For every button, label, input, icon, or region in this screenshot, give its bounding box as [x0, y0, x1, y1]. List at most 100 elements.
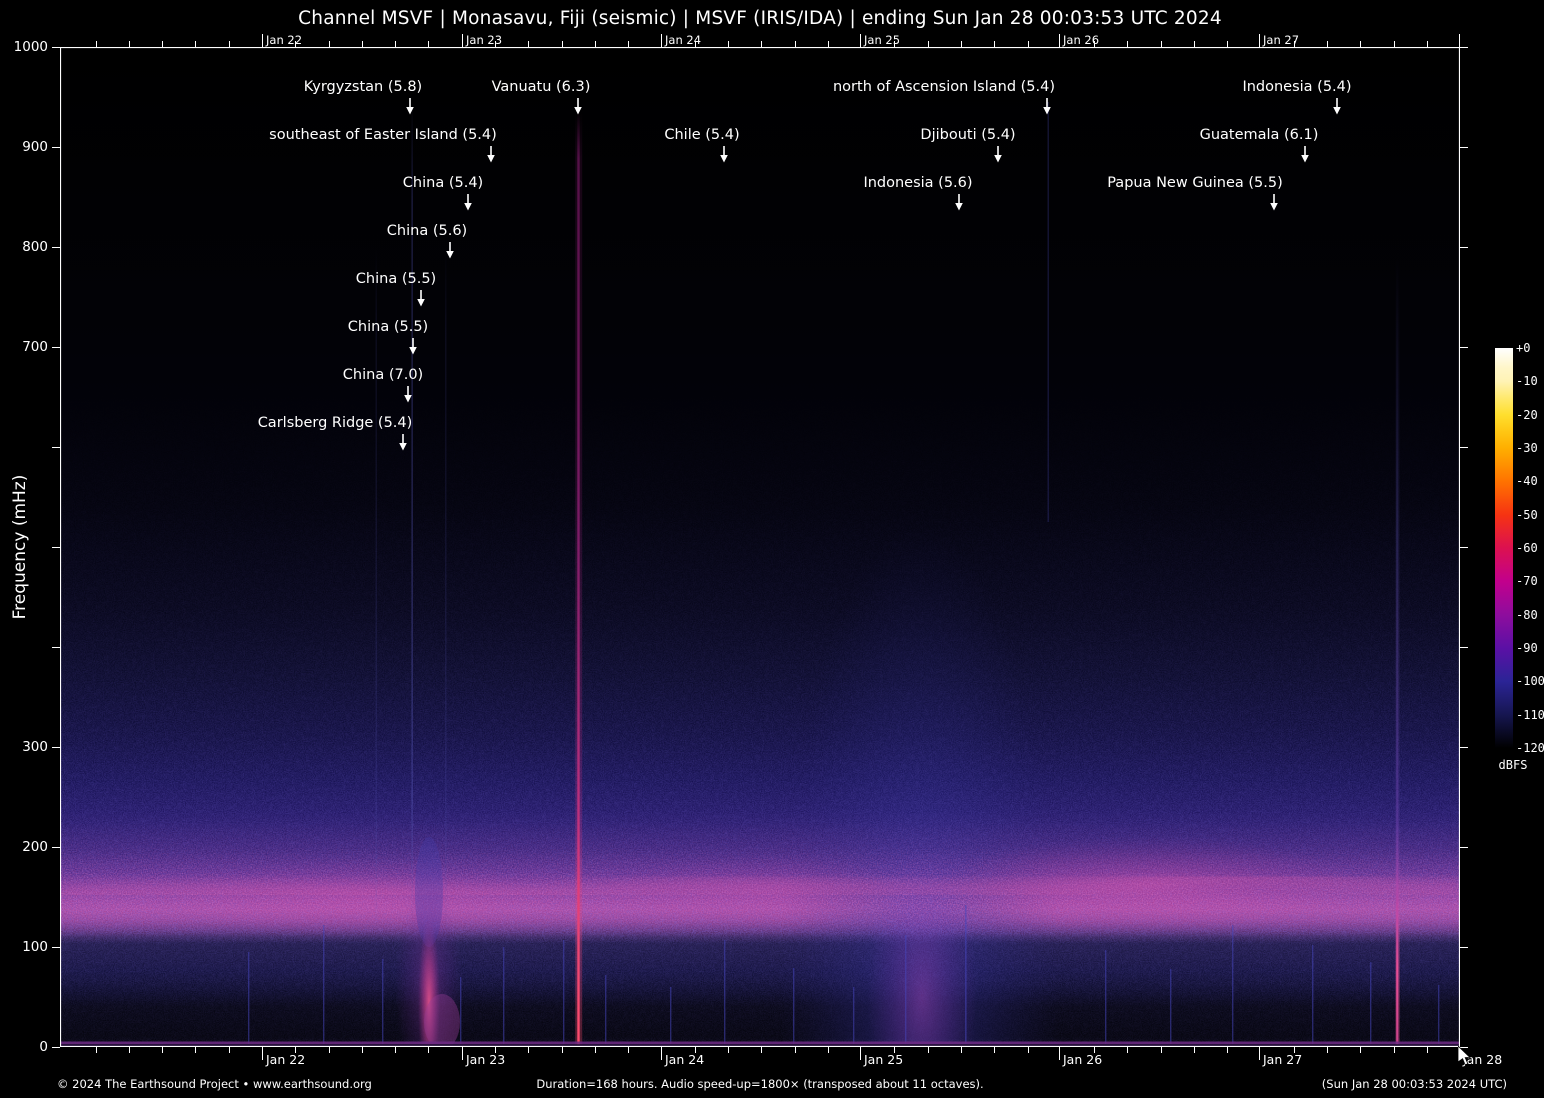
top-axis-minor-tick: [1327, 41, 1329, 47]
top-axis-date-label: Jan 27: [1263, 33, 1300, 47]
bottom-axis-minor-tick: [827, 1047, 829, 1053]
colorbar-tick-label: -80: [1516, 607, 1538, 622]
top-axis-minor-tick: [395, 41, 397, 47]
bottom-axis-minor-tick: [1360, 1047, 1362, 1053]
colorbar-tick-label: -60: [1516, 540, 1538, 555]
top-axis-minor-tick: [561, 41, 563, 47]
bottom-axis-minor-tick: [994, 1047, 996, 1053]
bottom-axis-date-label: Jan 25: [864, 1052, 904, 1067]
top-axis-major-tick: [661, 34, 662, 47]
bottom-axis-minor-tick: [95, 1047, 97, 1053]
bottom-axis-minor-tick: [1127, 1047, 1129, 1053]
y-axis-right-tick: [1460, 346, 1468, 348]
top-axis-minor-tick: [1227, 41, 1229, 47]
footer-timestamp: (Sun Jan 28 00:03:53 2024 UTC): [1321, 1077, 1507, 1091]
top-axis-minor-tick: [1027, 41, 1029, 47]
top-axis-minor-tick: [628, 41, 630, 47]
event-label: Guatemala (6.1): [1199, 127, 1319, 143]
bottom-axis-date-label: Jan 24: [665, 1052, 705, 1067]
y-axis-left-tick: [52, 1046, 60, 1048]
top-axis-minor-tick: [528, 41, 530, 47]
bottom-axis-minor-tick: [328, 1047, 330, 1053]
bottom-axis-major-tick: [1059, 1047, 1060, 1060]
event-label: north of Ascension Island (5.4): [832, 79, 1056, 95]
top-axis-major-tick: [1259, 34, 1260, 47]
event-label: Carlsberg Ridge (5.4): [257, 415, 413, 431]
bottom-axis-minor-tick: [494, 1047, 496, 1053]
event-arrow-icon: [1269, 194, 1279, 211]
colorbar-tick-label: -20: [1516, 407, 1538, 422]
bottom-axis-minor-tick: [927, 1047, 929, 1053]
bottom-axis-minor-tick: [195, 1047, 197, 1053]
top-axis-minor-tick: [1160, 41, 1162, 47]
top-axis-minor-tick: [162, 41, 164, 47]
top-axis-minor-tick: [1360, 41, 1362, 47]
bottom-axis-minor-tick: [428, 1047, 430, 1053]
bottom-axis-minor-tick: [1327, 1047, 1329, 1053]
top-axis-date-label: Jan 22: [266, 33, 303, 47]
event-label: Papua New Guinea (5.5): [1107, 175, 1283, 191]
y-axis-left-tick: [52, 46, 60, 48]
top-axis-major-tick: [462, 34, 463, 47]
event-label: Kyrgyzstan (5.8): [303, 79, 423, 95]
colorbar-tick-label: -90: [1516, 640, 1538, 655]
y-axis-tick-label: 1000: [13, 39, 48, 55]
top-axis-minor-tick: [727, 41, 729, 47]
top-axis-minor-tick: [994, 41, 996, 47]
bottom-axis-major-tick: [860, 1047, 861, 1060]
bottom-axis-minor-tick: [761, 1047, 763, 1053]
top-axis-major-tick: [262, 34, 263, 47]
bottom-axis-date-label: Jan 28: [1463, 1052, 1503, 1067]
top-axis-minor-tick: [494, 41, 496, 47]
y-axis-right-tick: [1460, 546, 1468, 548]
footer-copyright: © 2024 The Earthsound Project • www.eart…: [57, 1077, 372, 1091]
bottom-axis-minor-tick: [1160, 1047, 1162, 1053]
bottom-axis-major-tick: [661, 1047, 662, 1060]
bottom-axis-minor-tick: [1193, 1047, 1195, 1053]
event-label: China (7.0): [342, 367, 424, 383]
colorbar: [1495, 348, 1513, 748]
top-axis-minor-tick: [295, 41, 297, 47]
top-axis-minor-tick: [1094, 41, 1096, 47]
y-axis-right-tick: [1460, 1046, 1468, 1048]
top-axis-date-label: Jan 26: [1063, 33, 1100, 47]
colorbar-unit-label: dBFS: [1498, 758, 1528, 772]
y-axis-tick-label: 200: [22, 839, 48, 855]
y-axis-right-tick: [1460, 746, 1468, 748]
event-arrow-icon: [1332, 98, 1342, 115]
top-axis-minor-tick: [228, 41, 230, 47]
colorbar-tick-label: -70: [1516, 574, 1538, 589]
y-axis-left-tick: [52, 346, 60, 348]
bottom-axis-minor-tick: [594, 1047, 596, 1053]
top-axis-minor-tick: [894, 41, 896, 47]
top-axis-minor-tick: [1426, 41, 1428, 47]
event-label: China (5.6): [386, 223, 468, 239]
bottom-axis-minor-tick: [1293, 1047, 1295, 1053]
event-label: China (5.4): [402, 175, 484, 191]
event-arrow-icon: [1042, 98, 1052, 115]
y-axis-left-tick: [52, 746, 60, 748]
bottom-axis-minor-tick: [1094, 1047, 1096, 1053]
bottom-axis-minor-tick: [960, 1047, 962, 1053]
colorbar-tick-label: -10: [1516, 374, 1538, 389]
bottom-axis-minor-tick: [162, 1047, 164, 1053]
event-label: Djibouti (5.4): [920, 127, 1016, 143]
y-axis-left-tick: [52, 946, 60, 948]
colorbar-tick-label: -110: [1516, 707, 1544, 722]
colorbar-tick-label: -100: [1516, 674, 1544, 689]
top-axis-minor-tick: [794, 41, 796, 47]
y-axis-left-tick: [52, 246, 60, 248]
colorbar-tick-label: -30: [1516, 440, 1538, 455]
bottom-axis-minor-tick: [561, 1047, 563, 1053]
bottom-axis-date-label: Jan 23: [466, 1052, 506, 1067]
colorbar-tick-label: -50: [1516, 507, 1538, 522]
y-axis-tick-label: 700: [22, 339, 48, 355]
y-axis-right-tick: [1460, 646, 1468, 648]
colorbar-tick-label: +0: [1516, 341, 1531, 355]
y-axis-right-tick: [1460, 446, 1468, 448]
y-axis-left-tick: [52, 646, 60, 648]
top-axis-minor-tick: [594, 41, 596, 47]
top-axis-minor-tick: [195, 41, 197, 47]
bottom-axis-minor-tick: [228, 1047, 230, 1053]
top-axis-minor-tick: [428, 41, 430, 47]
